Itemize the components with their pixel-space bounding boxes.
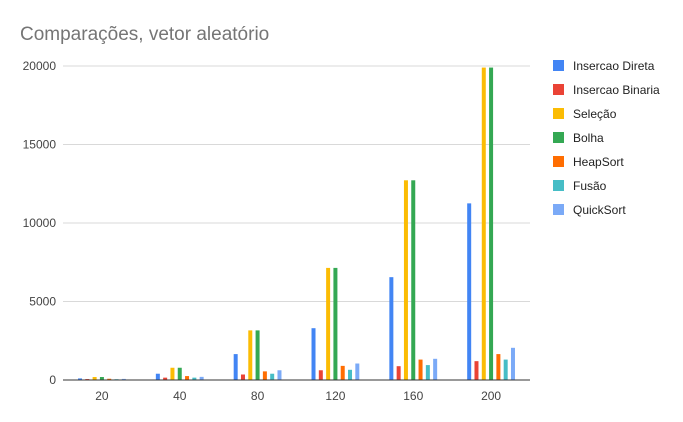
- legend-label: Bolha: [573, 131, 604, 145]
- legend-label: HeapSort: [573, 155, 624, 169]
- legend-swatch: [553, 84, 564, 95]
- bar: [340, 365, 345, 380]
- bar: [170, 367, 175, 380]
- bars: [78, 67, 515, 380]
- x-tick-label: 80: [251, 389, 265, 403]
- bar: [121, 378, 126, 380]
- bar: [433, 358, 438, 380]
- bar: [503, 359, 508, 380]
- bar: [510, 347, 515, 380]
- bar: [467, 203, 472, 380]
- legend-swatch: [553, 132, 564, 143]
- chart-title: Comparações, vetor aleatório: [20, 24, 269, 45]
- y-tick-label: 10000: [23, 216, 57, 230]
- bar: [233, 354, 238, 380]
- legend: Insercao Direta Insercao Binaria Seleção Bo…: [553, 59, 660, 217]
- bar: [199, 376, 204, 380]
- x-axis-ticks: 20 40 80 120 160 200: [95, 389, 501, 403]
- bar: [425, 365, 430, 380]
- bar: [177, 367, 182, 380]
- bar: [496, 354, 501, 380]
- bar: [155, 373, 160, 380]
- legend-swatch: [553, 180, 564, 191]
- y-axis-ticks: 0 5000 10000 15000 20000: [23, 59, 57, 387]
- bar: [99, 377, 104, 380]
- bar: [326, 267, 331, 380]
- legend-label: Insercao Binaria: [573, 83, 660, 97]
- bar: [355, 363, 360, 380]
- y-tick-label: 20000: [23, 59, 57, 73]
- bar: [489, 67, 494, 380]
- y-tick-label: 0: [49, 373, 56, 387]
- bar: [240, 374, 245, 380]
- legend-label: QuickSort: [573, 203, 626, 217]
- bar: [163, 377, 168, 380]
- legend-label: Fusão: [573, 179, 607, 193]
- bar: [185, 376, 190, 380]
- bar: [255, 330, 260, 380]
- legend-label: Insercao Direta: [573, 59, 655, 73]
- x-tick-label: 200: [481, 389, 501, 403]
- gridlines: [63, 65, 530, 302]
- bar: [481, 67, 486, 380]
- bar: [418, 359, 423, 380]
- bar: [403, 180, 408, 380]
- legend-swatch: [553, 108, 564, 119]
- x-tick-label: 160: [403, 389, 423, 403]
- legend-label: Seleção: [573, 107, 617, 121]
- x-tick-label: 20: [95, 389, 109, 403]
- bar: [333, 267, 338, 380]
- legend-swatch: [553, 204, 564, 215]
- legend-swatch: [553, 156, 564, 167]
- y-tick-label: 5000: [29, 295, 56, 309]
- legend-swatch: [553, 60, 564, 71]
- bar: [92, 377, 97, 380]
- bar: [78, 378, 83, 380]
- bar: [311, 328, 316, 380]
- bar: [411, 180, 416, 380]
- bar: [474, 361, 479, 380]
- bar: [248, 330, 253, 380]
- bar: [348, 369, 353, 380]
- bar: [277, 370, 282, 380]
- bar: [262, 371, 267, 380]
- x-tick-label: 40: [173, 389, 187, 403]
- bar: [270, 373, 275, 380]
- y-tick-label: 15000: [23, 138, 57, 152]
- x-tick-label: 120: [325, 389, 345, 403]
- bar: [318, 370, 323, 380]
- bar: [389, 277, 394, 380]
- bar: [107, 378, 112, 380]
- bar: [396, 366, 401, 380]
- bar: [192, 377, 197, 380]
